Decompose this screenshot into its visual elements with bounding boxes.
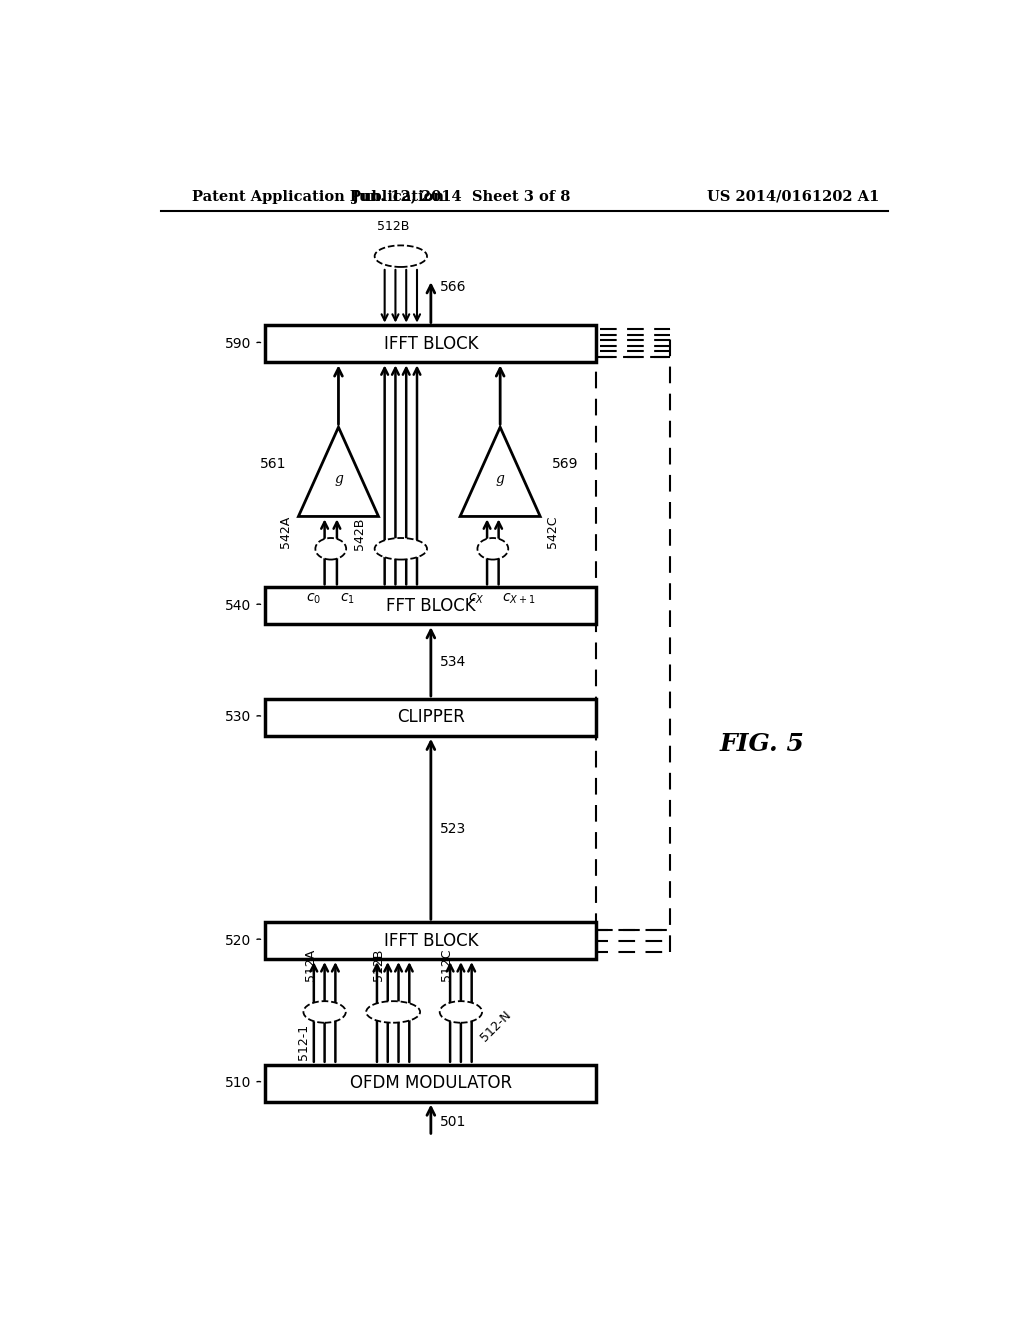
Text: 510: 510 (225, 1076, 252, 1090)
Bar (265, 587, 596, 624)
Text: $c_1$: $c_1$ (340, 591, 355, 606)
Text: Patent Application Publication: Patent Application Publication (193, 190, 444, 203)
Text: 561: 561 (260, 457, 287, 471)
Text: IFFT BLOCK: IFFT BLOCK (384, 335, 478, 352)
Ellipse shape (315, 539, 346, 560)
Text: g: g (334, 473, 343, 487)
Text: US 2014/0161202 A1: US 2014/0161202 A1 (707, 190, 879, 203)
Text: 512B: 512B (377, 220, 410, 234)
Text: 542C: 542C (547, 516, 559, 548)
Text: FIG. 5: FIG. 5 (720, 731, 805, 755)
Ellipse shape (367, 1001, 420, 1023)
Text: 501: 501 (440, 1115, 467, 1130)
Text: 512A: 512A (304, 949, 316, 981)
Bar (265, 1065, 596, 1102)
Text: $c_0$: $c_0$ (306, 591, 322, 606)
Text: 512C: 512C (440, 949, 454, 981)
Text: 542B: 542B (353, 517, 367, 549)
Text: 542A: 542A (280, 516, 292, 548)
Bar (265, 700, 596, 737)
Ellipse shape (375, 246, 427, 267)
Text: CLIPPER: CLIPPER (397, 709, 465, 726)
Text: 590: 590 (225, 337, 252, 351)
Bar (265, 923, 596, 960)
Text: 540: 540 (225, 599, 252, 612)
Text: 534: 534 (440, 655, 466, 669)
Ellipse shape (375, 539, 427, 560)
Ellipse shape (439, 1001, 482, 1023)
Text: g: g (496, 473, 505, 487)
Text: Jun. 12, 2014  Sheet 3 of 8: Jun. 12, 2014 Sheet 3 of 8 (352, 190, 570, 203)
Text: FFT BLOCK: FFT BLOCK (386, 597, 476, 615)
Text: $c_X$: $c_X$ (468, 591, 484, 606)
Ellipse shape (477, 539, 508, 560)
Text: $c_{X+1}$: $c_{X+1}$ (502, 591, 536, 606)
Bar (265, 326, 596, 363)
Text: IFFT BLOCK: IFFT BLOCK (384, 932, 478, 949)
Text: 512-1: 512-1 (297, 1023, 310, 1060)
Text: 530: 530 (225, 710, 252, 725)
Text: 512-N: 512-N (478, 1008, 514, 1044)
Text: 520: 520 (225, 933, 252, 948)
Text: 512B: 512B (373, 949, 385, 981)
Text: 566: 566 (440, 280, 467, 294)
Text: OFDM MODULATOR: OFDM MODULATOR (350, 1074, 512, 1092)
Text: 523: 523 (440, 822, 466, 836)
Text: 569: 569 (552, 457, 579, 471)
Ellipse shape (303, 1001, 346, 1023)
